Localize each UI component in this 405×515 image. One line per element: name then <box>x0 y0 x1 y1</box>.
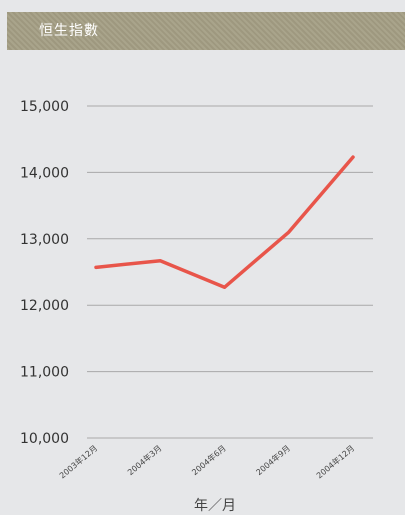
chart-title: 恒生指數 <box>39 23 99 39</box>
chart-header: 恒生指數 <box>7 12 405 50</box>
grid-lines <box>87 105 373 439</box>
x-tick-label: 2003年12月 <box>57 443 99 481</box>
x-tick-label: 2004年6月 <box>190 443 228 477</box>
y-axis-ticks: 10,000 11,000 12,000 13,000 14,000 15,000 <box>20 99 69 447</box>
series-line <box>94 155 355 290</box>
y-tick-label: 11,000 <box>20 365 69 381</box>
x-axis-label: 年／月 <box>194 498 236 514</box>
y-tick-label: 15,000 <box>20 99 69 115</box>
x-axis-ticks: 2003年12月 2004年3月 2004年6月 2004年9月 2004年12月 <box>57 443 356 481</box>
y-tick-label: 10,000 <box>20 431 69 447</box>
x-tick-label: 2004年12月 <box>314 443 356 481</box>
y-tick-label: 14,000 <box>20 165 69 181</box>
y-tick-label: 13,000 <box>20 232 69 248</box>
series-layer <box>94 155 355 290</box>
x-tick-label: 2004年3月 <box>125 443 163 477</box>
x-tick-label: 2004年9月 <box>254 443 292 477</box>
y-tick-label: 12,000 <box>20 298 69 314</box>
